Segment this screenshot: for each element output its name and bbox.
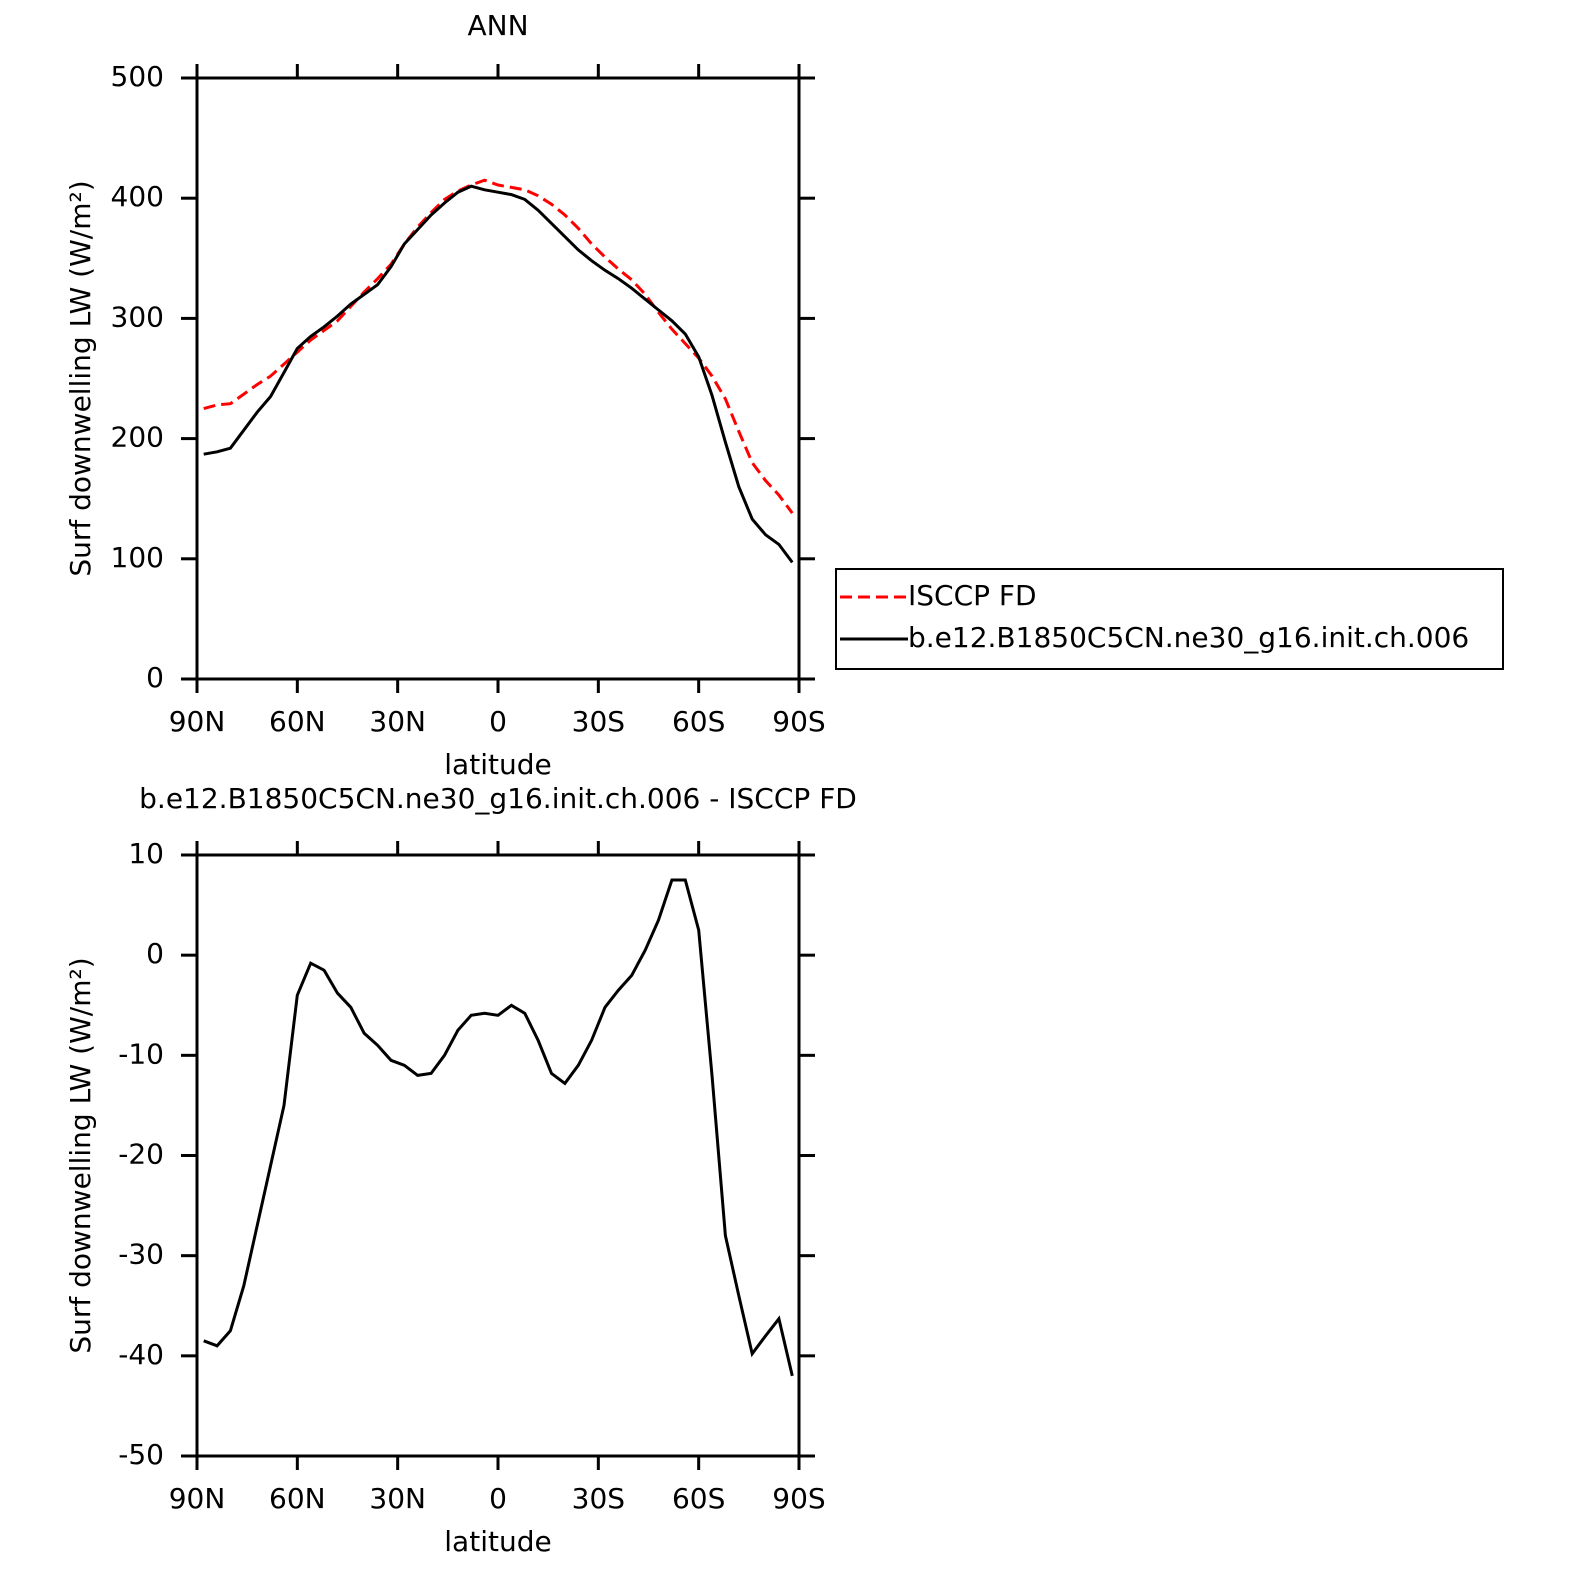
x-tick-label: 60S [672,1482,725,1515]
x-axis-label: latitude [444,748,551,781]
x-tick-label: 60N [269,705,326,738]
y-tick-label: 300 [111,300,164,333]
legend-label: ISCCP FD [908,579,1037,612]
x-tick-label: 0 [489,705,507,738]
y-tick-label: -20 [118,1138,164,1171]
y-tick-label: -40 [118,1338,164,1371]
y-tick-label: 400 [111,180,164,213]
data-line [203,184,794,564]
data-line [203,878,794,1377]
x-tick-label: 30S [572,1482,625,1515]
x-tick-label: 90S [772,1482,825,1515]
x-tick-label: 30N [369,705,426,738]
x-tick-label: 0 [489,1482,507,1515]
legend-label: b.e12.B1850C5CN.ne30_g16.init.ch.006 [908,621,1469,654]
x-tick-label: 30S [572,705,625,738]
y-tick-label: -10 [118,1037,164,1070]
plot-frame [195,853,801,1458]
x-tick-label: 90N [169,705,226,738]
x-tick-label: 90S [772,705,825,738]
chart-title: ANN [467,9,528,42]
x-tick-label: 60N [269,1482,326,1515]
y-tick-label: -50 [118,1438,164,1471]
y-axis-label: Surf downwelling LW (W/m²) [64,180,97,576]
x-tick-label: 90N [169,1482,226,1515]
y-tick-label: -30 [118,1238,164,1271]
y-tick-label: 0 [146,937,164,970]
x-tick-label: 60S [672,705,725,738]
y-tick-label: 0 [146,661,164,694]
x-tick-label: 30N [369,1482,426,1515]
legend-box [835,568,1504,670]
plot-frame [195,76,801,681]
y-axis-label: Surf downwelling LW (W/m²) [64,957,97,1353]
data-line [203,178,794,514]
y-tick-label: 100 [111,541,164,574]
y-tick-label: 200 [111,421,164,454]
x-axis-label: latitude [444,1525,551,1558]
y-tick-label: 10 [128,837,164,870]
chart-title: b.e12.B1850C5CN.ne30_g16.init.ch.006 - I… [139,782,857,815]
y-tick-label: 500 [111,60,164,93]
